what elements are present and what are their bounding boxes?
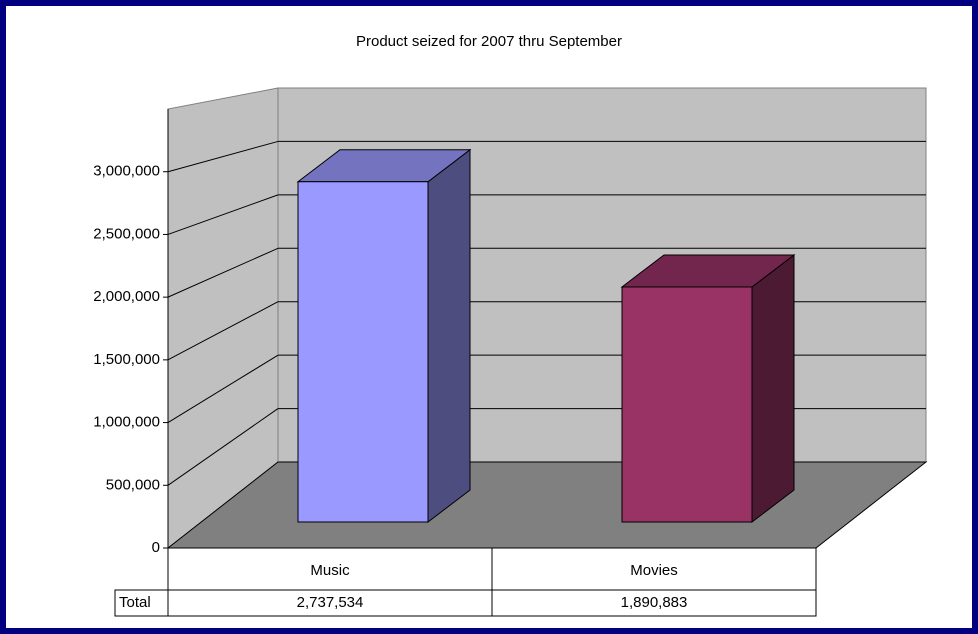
grid-line [167,247,279,298]
table-value: 2,737,534 [297,594,364,611]
bar-side [751,253,795,524]
grid-line [167,194,279,235]
y-tick-label: 2,500,000 [93,225,160,242]
bar-side [427,148,471,524]
bar [621,286,753,523]
legend-label: Total [119,594,151,611]
grid-line [167,408,279,486]
y-tick-label: 500,000 [106,476,160,493]
grid-line [167,140,279,173]
x-tick-label: Movies [630,562,678,579]
y-tick-label: 0 [152,539,160,556]
y-tick-label: 3,000,000 [93,163,160,180]
grid-line [167,354,279,423]
bar [297,181,429,523]
table-value: 1,890,883 [621,594,688,611]
floor [166,461,928,549]
table-value-row [114,589,817,617]
x-tick-label: Music [310,562,350,579]
chart-title: Product seized for 2007 thru September [356,33,622,50]
y-tick-label: 2,000,000 [93,288,160,305]
grid-line [167,301,279,361]
y-tick-label: 1,500,000 [93,351,160,368]
y-tick-label: 1,000,000 [93,414,160,431]
